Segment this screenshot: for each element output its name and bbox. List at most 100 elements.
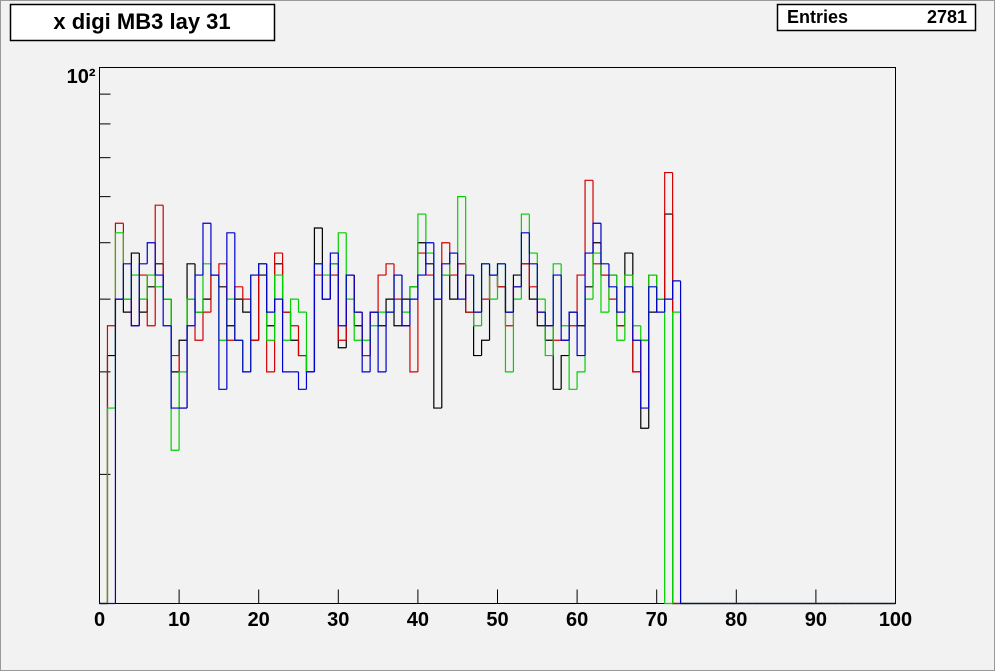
histogram-bin (584, 252, 594, 356)
histogram-bin (560, 354, 570, 390)
histogram-bin (242, 340, 251, 373)
histogram-bin (417, 274, 426, 300)
histogram-bin (409, 325, 418, 373)
histogram-bin (401, 275, 410, 327)
histogram-bin (600, 223, 609, 265)
histogram-bin (512, 286, 522, 313)
histogram-bin (648, 286, 657, 409)
histogram-bin (679, 280, 689, 605)
histogram-bin (289, 298, 299, 341)
histogram-bin (297, 299, 307, 313)
stats-box (776, 3, 977, 32)
histogram-bin (664, 299, 673, 605)
histogram-bin (624, 286, 633, 313)
histogram-bin (584, 179, 594, 276)
histogram-bin (664, 298, 673, 313)
histogram-bin (449, 275, 458, 300)
histogram-bin (369, 311, 379, 372)
histogram-bin (624, 274, 633, 341)
histogram-bin (313, 263, 323, 372)
histogram-bin (242, 286, 251, 300)
histogram-bin (457, 196, 466, 254)
histogram-bin (409, 298, 418, 326)
histogram-bin (664, 171, 673, 300)
histogram-bin (672, 280, 681, 300)
histogram-bin (122, 299, 132, 313)
histogram-bin (433, 242, 442, 300)
x-tick-label: 100 (879, 609, 912, 631)
histogram-bin (138, 263, 148, 326)
histogram-bin (568, 325, 578, 390)
histogram-bin (385, 263, 395, 276)
histogram-bin (146, 242, 156, 264)
histogram-bin (576, 312, 586, 357)
title-box (9, 3, 276, 42)
stats-label: Entries (787, 7, 848, 27)
histogram-bin (592, 222, 601, 254)
histogram-bin (552, 274, 562, 326)
histogram-bin (528, 263, 538, 288)
histogram-bin (504, 263, 514, 313)
histogram-bin (114, 298, 124, 604)
histogram-bin (473, 312, 482, 357)
histogram-bin (536, 263, 546, 313)
histogram-bin (385, 311, 395, 372)
x-tick-label: 80 (725, 609, 747, 631)
histogram-bin (146, 274, 156, 300)
histogram-bin (297, 325, 307, 357)
x-tick-label: 90 (805, 609, 827, 631)
x-tick-label: 10 (168, 609, 190, 631)
histogram-bin (274, 298, 283, 313)
histogram-bin (417, 213, 426, 287)
histogram-bin (433, 263, 442, 409)
histogram-bin (154, 242, 164, 276)
x-tick-label: 0 (94, 609, 105, 631)
stats-value: 2781 (927, 7, 967, 27)
x-tick-label: 70 (646, 609, 668, 631)
y-tick-label: 10² (67, 66, 96, 88)
histogram-bin (210, 223, 219, 276)
histogram-bin (528, 232, 538, 265)
histogram-bin (576, 274, 586, 326)
histogram-bin (106, 407, 116, 604)
x-tick-label: 50 (486, 609, 508, 631)
x-tick-label: 40 (407, 609, 429, 631)
histogram-bin (154, 275, 164, 288)
histogram-bin (600, 253, 609, 313)
histogram-bin (274, 274, 283, 341)
histogram-bin (297, 371, 307, 390)
histogram-bin (218, 263, 227, 276)
histogram-bin (552, 340, 562, 390)
histogram-bin (218, 275, 227, 390)
histogram-bin (345, 274, 355, 326)
histogram-bin (242, 299, 251, 313)
histogram-bin (258, 263, 267, 276)
chart-title: x digi MB3 lay 31 (53, 9, 230, 34)
histogram-bin (656, 286, 665, 313)
histogram-bin (234, 232, 243, 341)
histogram-bin (194, 274, 203, 326)
histogram-bin (170, 325, 180, 409)
histogram-bin (544, 312, 554, 327)
x-tick-label: 60 (566, 609, 588, 631)
histogram-bin (488, 263, 498, 276)
histogram-bin (178, 371, 188, 451)
histogram-bin (560, 275, 570, 341)
histogram-bin (640, 340, 649, 409)
histogram-bin (162, 275, 172, 327)
x-tick-label: 20 (248, 609, 270, 631)
histogram-bin (672, 311, 681, 604)
histogram-bin (266, 263, 275, 313)
histogram-bin (361, 312, 371, 373)
histogram-bin (353, 299, 363, 341)
histogram-bin (480, 263, 490, 313)
histogram-bin (186, 325, 196, 409)
histogram-bin (465, 274, 474, 300)
histogram-bin (608, 263, 617, 288)
histogram-bin (281, 299, 291, 373)
histogram-bin (568, 311, 578, 341)
histogram-bin (473, 275, 482, 313)
